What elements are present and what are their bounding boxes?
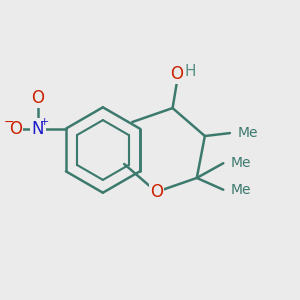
Text: +: + <box>40 117 49 127</box>
Text: −: − <box>4 116 15 129</box>
Text: Me: Me <box>237 126 258 140</box>
Text: O: O <box>170 65 184 83</box>
Text: O: O <box>9 120 22 138</box>
Text: Me: Me <box>231 156 251 170</box>
Text: O: O <box>150 183 163 201</box>
Text: O: O <box>32 89 44 107</box>
Text: H: H <box>184 64 196 79</box>
Text: Me: Me <box>231 183 251 197</box>
Text: N: N <box>32 120 44 138</box>
